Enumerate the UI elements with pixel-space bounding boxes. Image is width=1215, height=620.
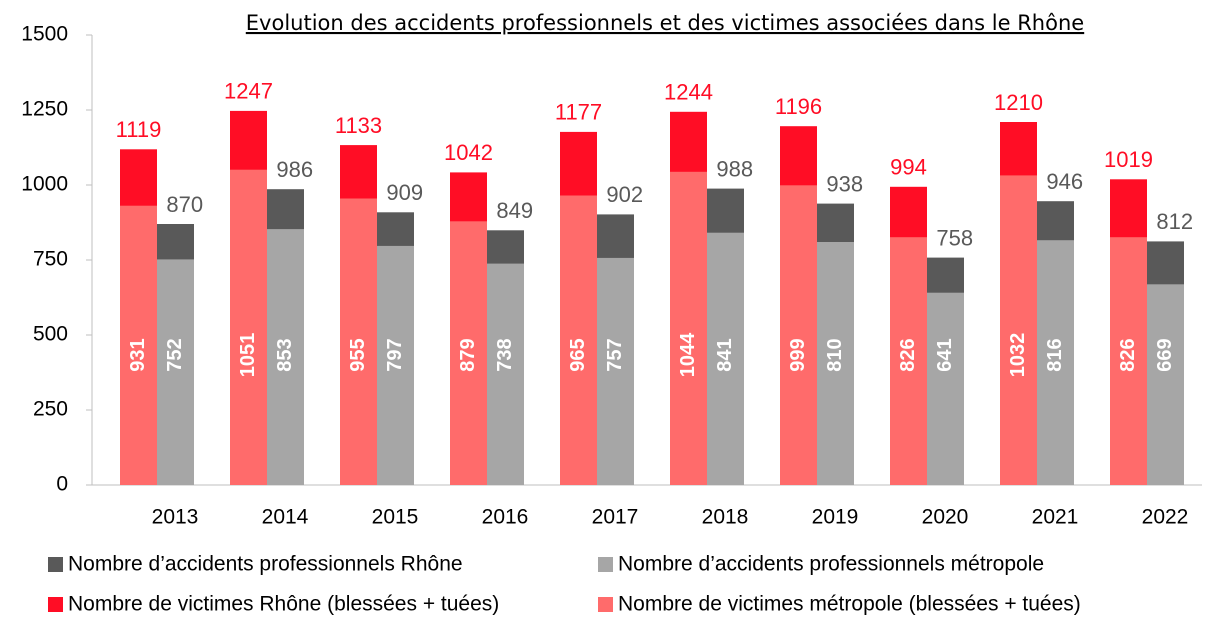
value-label: 1210 [994, 90, 1043, 115]
bar [377, 245, 414, 485]
value-label: 902 [606, 182, 643, 207]
inner-value-label: 669 [1154, 338, 1176, 371]
inner-value-label: 797 [384, 338, 406, 371]
bar [1037, 240, 1074, 485]
value-label: 1019 [1104, 147, 1153, 172]
inner-value-label: 810 [824, 338, 846, 371]
bar [267, 229, 304, 485]
bar [560, 195, 597, 485]
inner-value-label: 841 [714, 338, 736, 371]
value-label: 1042 [444, 140, 493, 165]
legend-swatch [598, 557, 613, 572]
legend-label: Nombre de victimes Rhône (blessées + tué… [68, 593, 499, 616]
bar [1000, 175, 1037, 485]
y-tick-label: 500 [33, 323, 68, 346]
inner-value-label: 641 [934, 338, 956, 371]
x-tick-label: 2015 [372, 506, 419, 529]
x-tick-label: 2022 [1142, 506, 1189, 529]
value-label: 870 [166, 192, 203, 217]
y-tick-label: 1500 [21, 23, 68, 46]
bar [817, 242, 854, 485]
value-label: 938 [826, 171, 863, 196]
legend-swatch [48, 597, 63, 612]
value-label: 1244 [664, 80, 713, 105]
bar [340, 198, 377, 485]
y-tick-label: 750 [33, 248, 68, 271]
inner-value-label: 931 [127, 338, 149, 371]
inner-value-label: 1051 [237, 333, 259, 378]
inner-value-label: 826 [1117, 338, 1139, 371]
y-tick-label: 0 [56, 473, 68, 496]
y-tick-label: 1250 [21, 98, 68, 121]
value-label: 1247 [224, 79, 273, 104]
bar [157, 259, 194, 485]
x-tick-label: 2019 [812, 506, 859, 529]
value-label: 812 [1156, 209, 1193, 234]
value-label: 909 [386, 180, 423, 205]
inner-value-label: 853 [274, 338, 296, 371]
x-tick-label: 2014 [262, 506, 309, 529]
y-tick-label: 1000 [21, 173, 68, 196]
bar [927, 292, 964, 485]
bar [890, 237, 927, 485]
value-label: 1133 [335, 113, 382, 138]
value-label: 988 [716, 156, 753, 181]
value-label: 1177 [555, 100, 602, 125]
inner-value-label: 1044 [677, 332, 699, 377]
x-tick-label: 2016 [482, 506, 529, 529]
value-label: 986 [276, 157, 313, 182]
chart-title: Evolution des accidents professionnels e… [246, 11, 1084, 35]
x-tick-label: 2013 [152, 506, 199, 529]
bar [707, 232, 744, 485]
x-tick-label: 2017 [592, 506, 639, 529]
value-label: 1196 [775, 94, 822, 119]
bar [487, 263, 524, 485]
bar [1110, 237, 1147, 485]
legend-swatch [598, 597, 613, 612]
bar [670, 171, 707, 486]
inner-value-label: 965 [567, 338, 589, 371]
bar [450, 221, 487, 486]
value-label: 849 [496, 198, 533, 223]
bar [780, 185, 817, 486]
inner-value-label: 826 [897, 338, 919, 371]
inner-value-label: 879 [457, 338, 479, 371]
inner-value-label: 738 [494, 338, 516, 371]
value-label: 994 [890, 155, 927, 180]
inner-value-label: 999 [787, 338, 809, 371]
legend-label: Nombre d’accidents professionnels Rhône [68, 553, 463, 576]
bar [230, 169, 267, 485]
x-tick-label: 2020 [922, 506, 969, 529]
x-tick-label: 2018 [702, 506, 749, 529]
bar [597, 257, 634, 485]
value-label: 1119 [116, 117, 162, 142]
inner-value-label: 1032 [1007, 333, 1029, 378]
inner-value-label: 757 [604, 338, 626, 371]
inner-value-label: 955 [347, 338, 369, 371]
legend-swatch [48, 557, 63, 572]
bar [1147, 284, 1184, 485]
legend-label: Nombre de victimes métropole (blessées +… [618, 593, 1081, 616]
inner-value-label: 752 [164, 338, 186, 371]
y-tick-label: 250 [33, 398, 68, 421]
inner-value-label: 816 [1044, 338, 1066, 371]
x-tick-label: 2021 [1032, 506, 1079, 529]
value-label: 946 [1046, 169, 1083, 194]
bar [120, 205, 157, 485]
value-label: 758 [936, 225, 973, 250]
legend-label: Nombre d’accidents professionnels métrop… [618, 553, 1044, 576]
